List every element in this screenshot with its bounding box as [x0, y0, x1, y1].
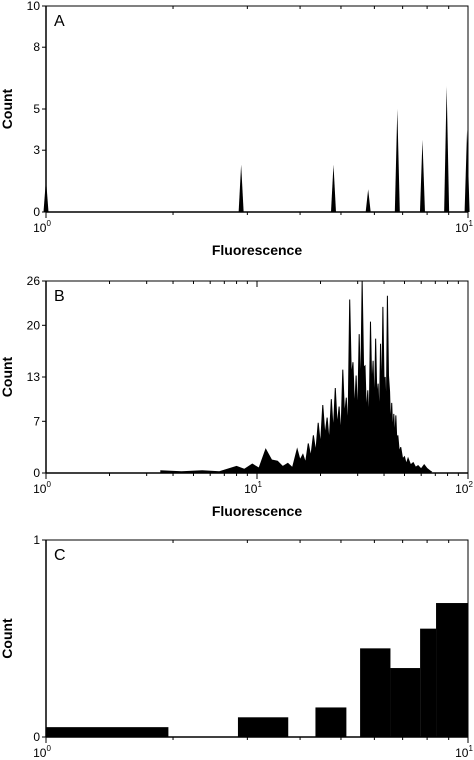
x-axis-title: Fluorescence — [212, 503, 302, 519]
x-tick-label: 100 — [33, 219, 51, 235]
histogram-bin — [390, 668, 421, 737]
y-tick-label: 3 — [33, 143, 40, 157]
histogram-area — [160, 280, 433, 474]
y-tick-label: 0 — [33, 730, 40, 744]
x-tick-label: 100 — [33, 744, 51, 760]
panel-label: A — [54, 13, 65, 30]
chart-panel-a: 0 3 5 8 10 100 101 Fluorescence Count A — [0, 0, 473, 258]
histogram-spike — [330, 164, 336, 212]
y-tick-label: 10 — [27, 0, 41, 13]
y-tick-label: 0 — [33, 466, 40, 480]
x-axis-title: Fluorescence — [212, 242, 302, 258]
chart-panel-b: 0 7 13 20 26 100 101 102 Fluorescence Count B — [0, 274, 473, 519]
y-axis-title: Count — [0, 618, 15, 659]
x-tick-label: 102 — [455, 480, 473, 496]
y-tick-label: 5 — [33, 102, 40, 116]
y-tick-label: 13 — [27, 370, 41, 384]
x-tick-label: 101 — [455, 744, 473, 760]
y-tick-label: 20 — [27, 318, 41, 332]
histogram-spike — [365, 189, 371, 212]
y-tick-label: 0 — [33, 205, 40, 219]
plot-frame — [45, 280, 469, 474]
plot-frame — [45, 5, 469, 213]
histogram-spike — [238, 164, 244, 212]
histogram-bin — [436, 603, 468, 737]
y-tick-label: 7 — [33, 414, 40, 428]
panel-label: B — [54, 288, 65, 305]
histogram-spike — [394, 109, 400, 212]
x-tick-label: 101 — [455, 219, 473, 235]
histogram-bin — [420, 628, 437, 737]
histogram-bin — [315, 707, 347, 737]
histogram-spike — [444, 86, 450, 212]
histogram-bin — [46, 727, 169, 737]
y-tick-label: 8 — [33, 40, 40, 54]
panel-label: C — [54, 547, 66, 564]
y-axis-title: Count — [0, 88, 15, 129]
y-tick-label: 26 — [27, 274, 41, 288]
y-tick-label: 1 — [33, 533, 40, 547]
histogram-spike — [464, 129, 470, 212]
histogram-spike — [419, 139, 425, 212]
histogram-bin — [237, 717, 289, 737]
y-axis-title: Count — [0, 356, 15, 397]
x-tick-label: 100 — [33, 480, 51, 496]
x-tick-label: 101 — [244, 480, 262, 496]
chart-panel-c: 01100101FluorescenceCountC — [0, 533, 473, 760]
histogram-bin — [360, 648, 391, 737]
